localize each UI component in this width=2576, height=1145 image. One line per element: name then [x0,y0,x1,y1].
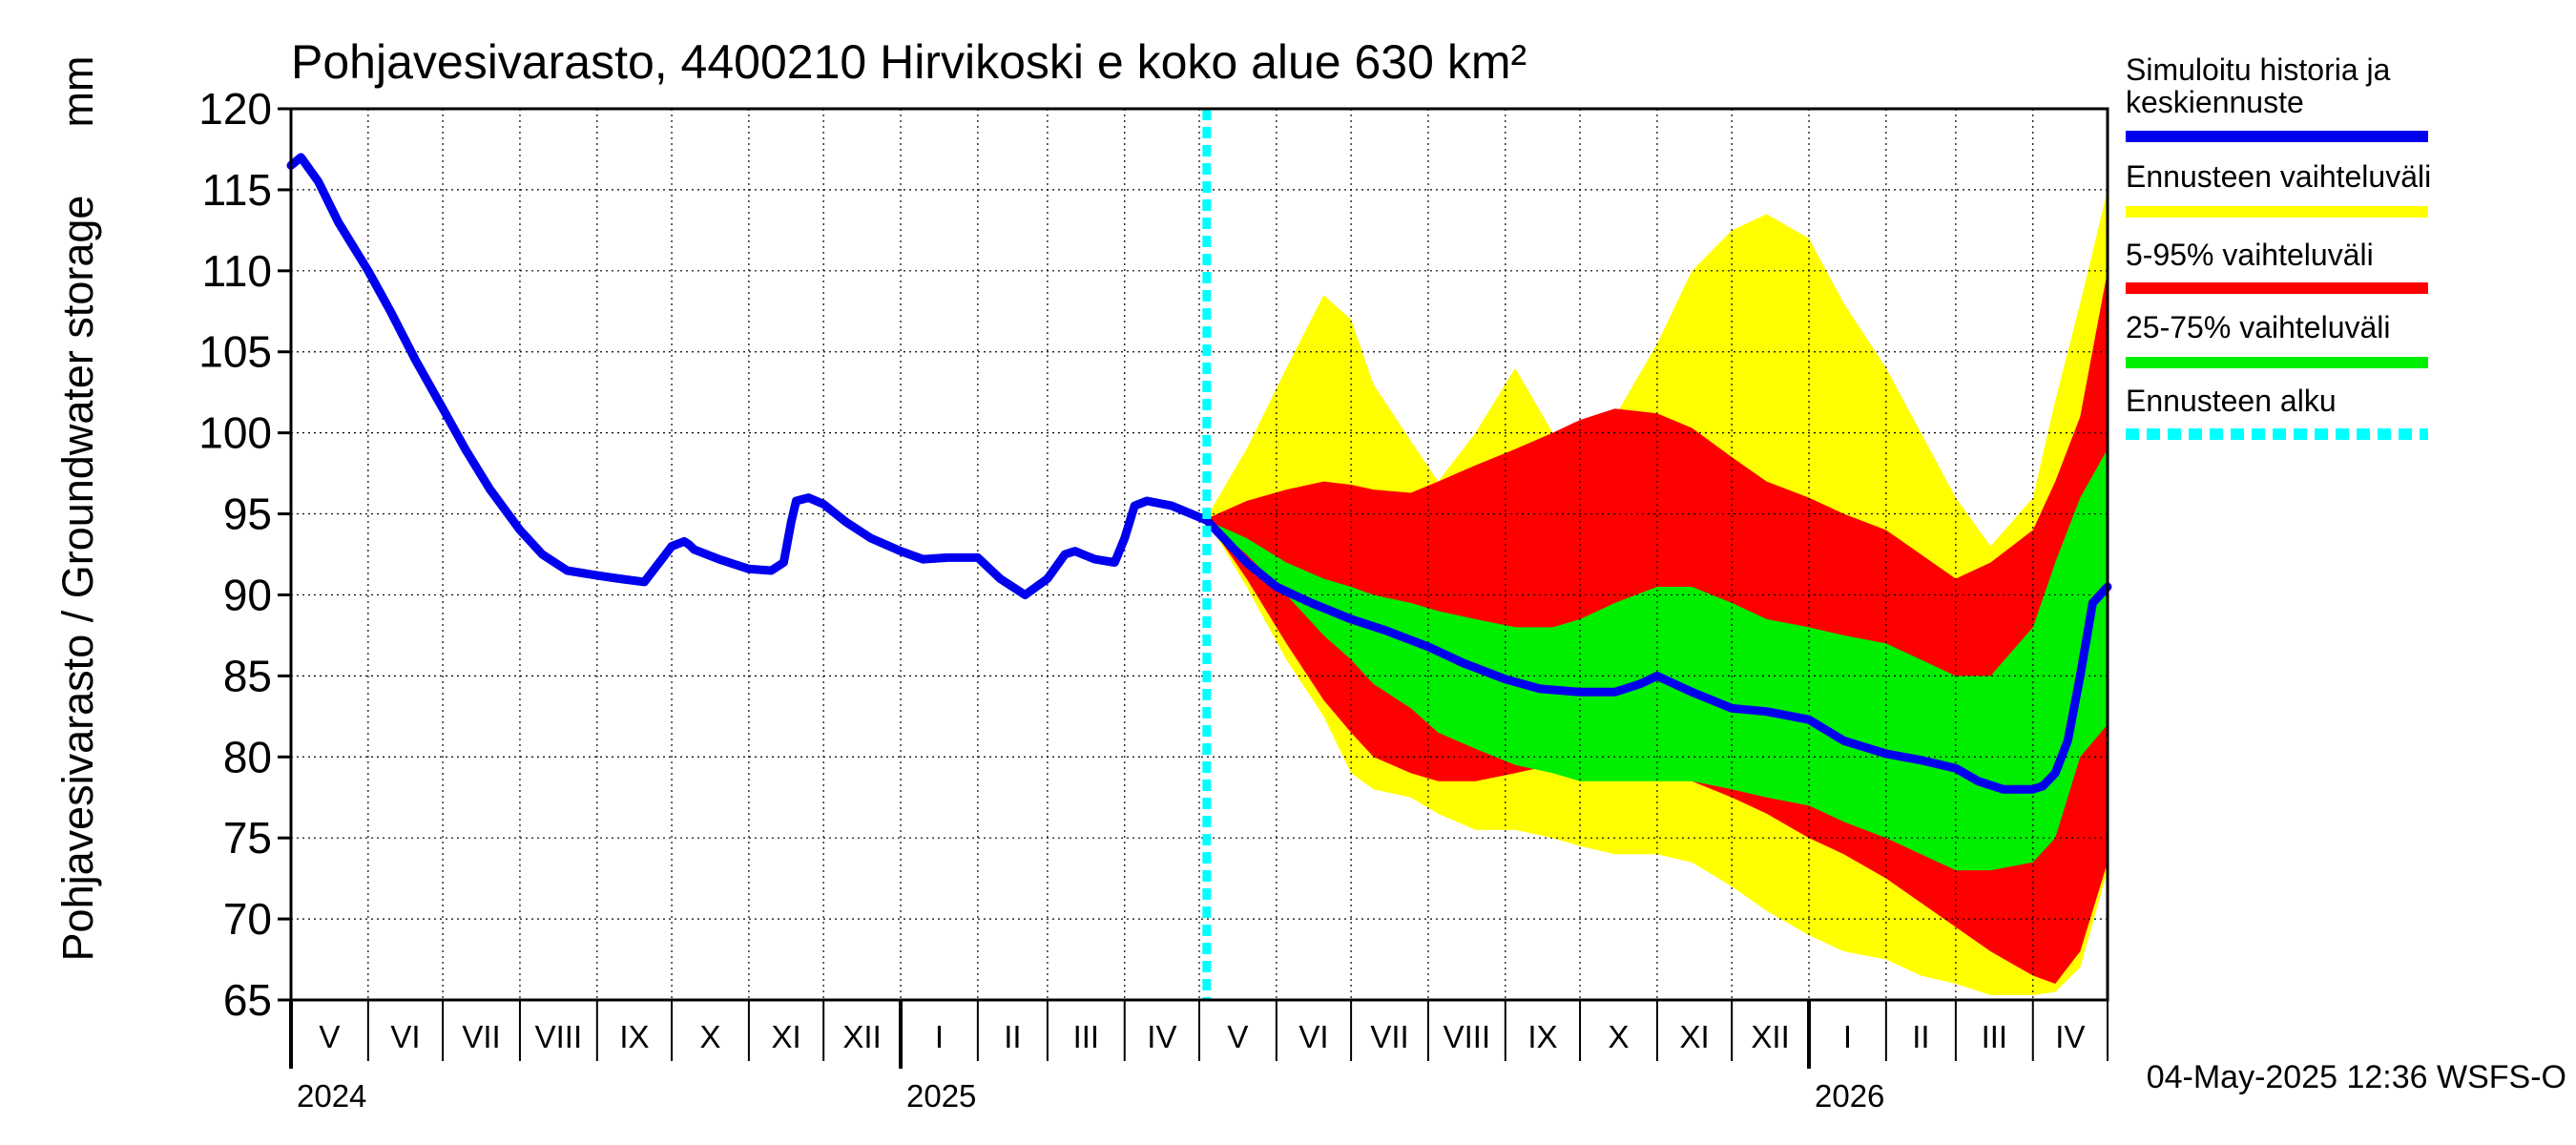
legend-label: keskiennuste [2126,85,2304,119]
y-tick-label: 105 [198,327,272,377]
mean-series-line [286,153,2112,794]
year-label: 2024 [297,1078,366,1114]
series-lines [286,109,2112,1000]
legend-label: Ennusteen alku [2126,384,2337,418]
month-label: V [319,1019,340,1054]
month-label: XII [1751,1019,1789,1054]
month-label: XI [1679,1019,1709,1054]
month-label: X [1608,1019,1629,1054]
y-tick-label: 110 [202,246,272,296]
footer-timestamp: 04-May-2025 12:36 WSFS-O [2147,1059,2566,1095]
y-tick-label: 85 [223,651,272,700]
y-tick-label: 115 [202,165,272,215]
legend-label: 5-95% vaihteluväli [2126,238,2374,272]
month-label: III [1073,1019,1100,1054]
month-label: X [699,1019,720,1054]
month-label: V [1227,1019,1248,1054]
month-label: II [1912,1019,1929,1054]
month-label: VI [1298,1019,1328,1054]
year-label: 2026 [1815,1078,1884,1114]
month-label: VII [462,1019,500,1054]
y-tick-label: 120 [198,84,272,134]
y-tick-label: 95 [223,489,272,539]
month-label: IX [619,1019,649,1054]
month-label: IV [2055,1019,2085,1054]
y-tick-label: 80 [223,732,272,781]
month-label: IV [1147,1019,1176,1054]
month-label: VII [1370,1019,1408,1054]
y-tick-label: 65 [223,975,272,1025]
y-axis-unit: mm [53,56,102,128]
legend-label: Ennusteen vaihteluväli [2126,159,2431,194]
month-label: VIII [535,1019,583,1054]
month-label: VI [390,1019,420,1054]
y-tick-label: 100 [198,408,272,458]
chart-title: Pohjavesivarasto, 4400210 Hirvikoski e k… [291,35,1527,89]
legend-label: 25-75% vaihteluväli [2126,310,2391,344]
y-tick-label: 90 [223,570,272,619]
month-label: XI [771,1019,800,1054]
month-label: I [1843,1019,1852,1054]
month-label: IX [1527,1019,1557,1054]
month-label: II [1004,1019,1021,1054]
year-label: 2025 [906,1078,976,1114]
y-tick-label: 75 [223,813,272,863]
month-label: VIII [1444,1019,1491,1054]
month-label: I [935,1019,944,1054]
month-label: III [1982,1019,2008,1054]
legend-label: Simuloitu historia ja [2126,52,2391,87]
y-axis-label: Pohjavesivarasto / Groundwater storage [53,196,102,962]
month-label: XII [842,1019,881,1054]
y-tick-label: 70 [223,894,272,944]
